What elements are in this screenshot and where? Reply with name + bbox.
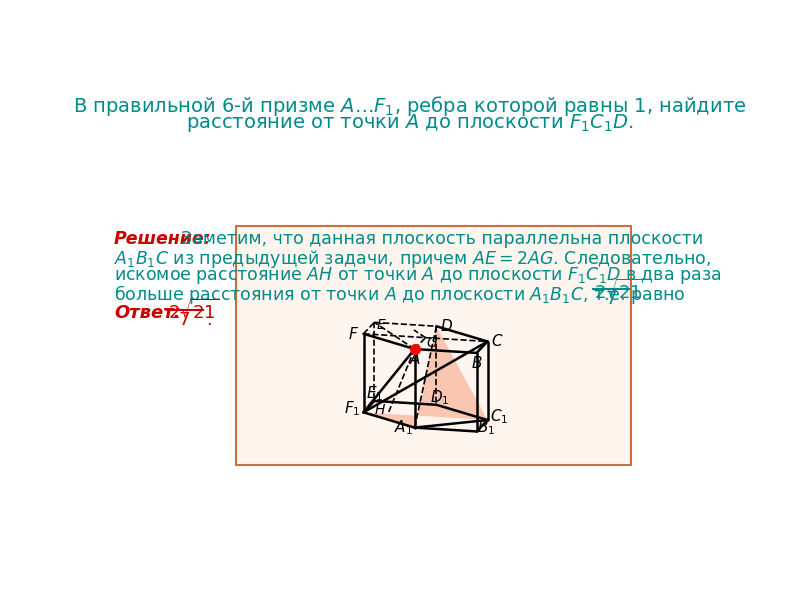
Text: $E_1$: $E_1$ [366,385,383,403]
Text: В правильной 6-й призме $A\ldots F_1$, ребра которой равны 1, найдите: В правильной 6-й призме $A\ldots F_1$, р… [74,94,746,118]
Polygon shape [363,326,487,428]
Text: $D$: $D$ [440,318,453,334]
Text: искомое расстояние $AH$ от точки $A$ до плоскости $F_1C_1D$ в два раза: искомое расстояние $AH$ от точки $A$ до … [114,265,722,286]
Text: расстояние от точки $A$ до плоскости $F_1C_1D$.: расстояние от точки $A$ до плоскости $F_… [186,112,634,134]
Text: $C$: $C$ [491,334,504,349]
Text: $G$: $G$ [426,336,438,350]
Text: $F_1$: $F_1$ [344,399,360,418]
Text: Решение:: Решение: [114,230,211,248]
Text: $B$: $B$ [471,355,482,371]
Text: $C_1$: $C_1$ [490,407,508,427]
FancyBboxPatch shape [236,226,631,464]
Text: $2\sqrt{21}$: $2\sqrt{21}$ [594,278,645,302]
Text: $A$: $A$ [409,351,421,367]
Text: Заметим, что данная плоскость параллельна плоскости: Заметим, что данная плоскость параллельн… [182,230,704,248]
Text: $E$: $E$ [376,319,386,332]
Text: больше расстояния от точки $A$ до плоскости $A_1B_1C$, т.е. равно: больше расстояния от точки $A$ до плоско… [114,283,686,306]
Text: $7$: $7$ [605,290,617,308]
Text: $A_1B_1C$ из предыдущей задачи, причем $AE = 2AG$. Следовательно,: $A_1B_1C$ из предыдущей задачи, причем $… [114,248,711,269]
Text: $7$: $7$ [178,311,190,329]
Text: .: . [206,311,212,329]
Text: $2\sqrt{21}$: $2\sqrt{21}$ [168,299,219,323]
Text: $B_1$: $B_1$ [477,418,495,437]
Text: Ответ:: Ответ: [114,304,181,322]
Text: $D_1$: $D_1$ [430,388,449,407]
Text: $H$: $H$ [374,403,386,417]
Text: $F$: $F$ [348,326,359,342]
Text: $A_1$: $A_1$ [394,418,413,437]
